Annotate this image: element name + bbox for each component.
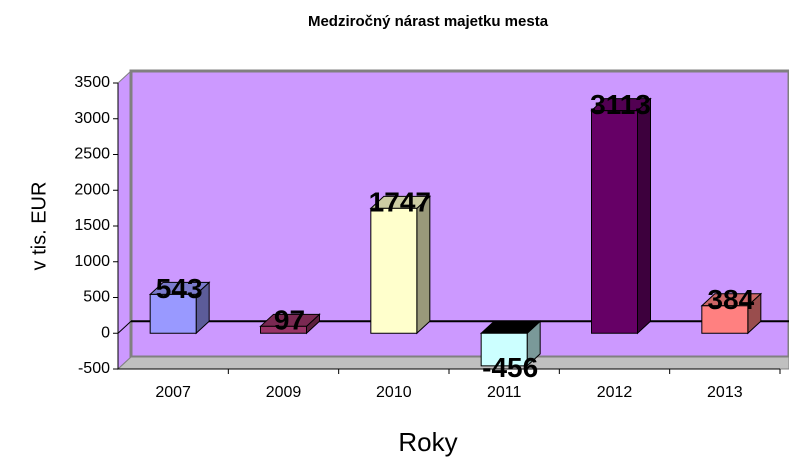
y-tick-label: 1500 <box>74 217 110 234</box>
value-label: 3113 <box>590 89 651 120</box>
bar <box>479 320 542 367</box>
x-tick-label: 2007 <box>155 384 191 401</box>
y-tick-label: 3000 <box>74 110 110 127</box>
chart-title: Medziročný nárast majetku mesta <box>308 13 549 30</box>
floor <box>116 356 789 370</box>
bar-side <box>637 97 651 335</box>
y-tick-label: 1000 <box>74 253 110 270</box>
y-tick-label: 2500 <box>74 146 110 163</box>
bar-front <box>591 110 638 334</box>
value-label: -456 <box>482 352 538 383</box>
x-tick-label: 2011 <box>487 384 522 401</box>
value-label: 543 <box>156 273 203 304</box>
x-axis-label: Roky <box>398 427 457 457</box>
bar <box>148 281 211 335</box>
y-tick-label: 500 <box>83 289 110 306</box>
bar-front <box>149 293 197 334</box>
bar <box>259 313 321 335</box>
back-wall <box>129 69 789 359</box>
y-tick-label: 0 <box>101 324 110 341</box>
x-tick-label: 2012 <box>597 384 633 401</box>
y-axis-label: v tis. EUR <box>28 182 50 271</box>
value-label: 1747 <box>369 187 431 218</box>
bar <box>590 97 652 335</box>
x-tick-label: 2010 <box>376 384 412 401</box>
y-tick-label: -500 <box>78 360 110 377</box>
x-tick-label: 2009 <box>266 384 302 401</box>
bar-front <box>480 332 528 367</box>
x-tick-label: 2013 <box>707 384 743 401</box>
value-label: 384 <box>707 284 754 315</box>
bar <box>700 292 763 335</box>
zero-line <box>117 320 132 334</box>
value-label: 97 <box>274 305 305 336</box>
side-wall <box>117 69 132 371</box>
y-tick-label: 2000 <box>74 181 110 198</box>
bar-front <box>260 325 307 334</box>
y-tick-label: 3500 <box>74 74 110 91</box>
bar-front <box>370 207 418 334</box>
bar <box>369 195 432 335</box>
bar-front <box>701 305 749 334</box>
